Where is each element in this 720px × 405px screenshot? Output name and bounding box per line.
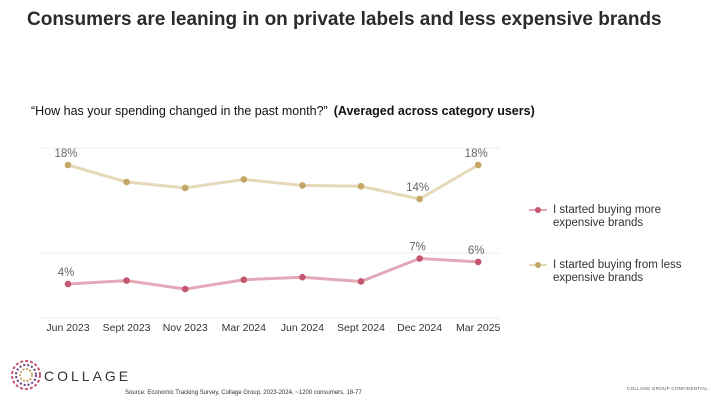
series-line-less-expensive	[67, 163, 479, 201]
data-label-more-expensive: 6%	[468, 245, 485, 257]
legend-item-less-expensive: I started buying from less expensive bra…	[529, 259, 703, 285]
data-point-more-expensive	[416, 255, 423, 262]
data-label-less-expensive: 18%	[54, 148, 77, 160]
collage-logo-text: COLLAGE	[44, 368, 132, 384]
data-point-less-expensive	[64, 161, 72, 169]
legend-marker-more-expensive	[529, 207, 547, 213]
legend-item-more-expensive: I started buying more expensive brands	[529, 204, 703, 230]
legend-marker-less-expensive	[529, 262, 547, 268]
question-note: (Averaged across category users)	[333, 104, 535, 118]
data-point-more-expensive	[474, 258, 482, 266]
legend-label-more-expensive: I started buying more expensive brands	[553, 204, 662, 229]
data-label-more-expensive: 4%	[58, 267, 75, 279]
collage-logo-icon	[11, 360, 41, 390]
source-note: Source: Economic Tracking Survey, Collag…	[125, 390, 362, 396]
x-tick-label: Jun 2024	[281, 322, 324, 334]
slide-title: Consumers are leaning in on private labe…	[27, 9, 662, 30]
question-text: “How has your spending changed in the pa…	[31, 104, 328, 118]
data-point-more-expensive	[240, 276, 248, 284]
x-tick-label: Sept 2023	[103, 322, 151, 334]
plot-area: Jun 2023 Sept 2023 Nov 2023 Mar 2024 Jun 202…	[40, 147, 501, 334]
data-point-more-expensive	[299, 273, 306, 281]
data-point-less-expensive	[123, 178, 130, 186]
data-label-more-expensive: 7%	[409, 242, 426, 254]
data-point-less-expensive	[474, 161, 482, 169]
data-point-less-expensive	[416, 195, 423, 203]
data-point-more-expensive	[357, 278, 365, 285]
data-point-less-expensive	[181, 184, 189, 192]
x-tick-label: Mar 2025	[456, 322, 501, 334]
x-tick-label: Jun 2023	[46, 322, 89, 334]
x-tick-label: Sept 2024	[337, 322, 385, 334]
data-label-less-expensive: 14%	[406, 182, 429, 194]
survey-question: “How has your spending changed in the pa…	[31, 104, 535, 118]
data-point-more-expensive	[64, 280, 72, 288]
x-tick-label: Mar 2024	[222, 322, 267, 334]
x-tick-label: Dec 2024	[397, 322, 442, 334]
data-point-more-expensive	[181, 285, 189, 293]
data-point-less-expensive	[299, 182, 306, 189]
series-line-more-expensive	[67, 257, 479, 291]
data-point-less-expensive	[357, 182, 365, 190]
data-label-less-expensive: 18%	[465, 148, 488, 160]
legend-label-less-expensive: I started buying from less expensive bra…	[553, 259, 682, 284]
data-point-more-expensive	[123, 277, 130, 284]
confidential-note: COLLAGE GROUP CONFIDENTIAL	[627, 386, 708, 391]
x-tick-label: Nov 2023	[163, 322, 208, 334]
data-point-less-expensive	[240, 176, 248, 183]
